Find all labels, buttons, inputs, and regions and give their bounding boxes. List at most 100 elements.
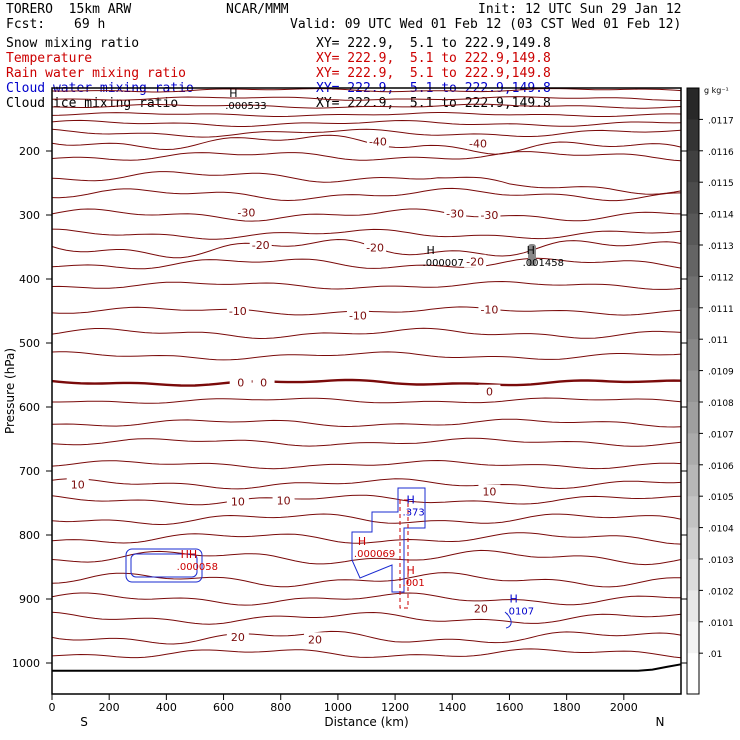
snow-contour xyxy=(528,244,536,266)
colorbar-label: .0103 xyxy=(708,556,734,566)
colorbar-swatch xyxy=(687,339,699,372)
isotherm-label: 20 xyxy=(308,633,322,646)
colorbar-label: .0114 xyxy=(708,211,734,221)
colorbar-label: .01 xyxy=(708,650,722,660)
x-tick-label: 1400 xyxy=(438,701,466,714)
extremum-value: .373 xyxy=(403,507,425,518)
cloud-water-contour xyxy=(504,611,512,629)
isotherm-line xyxy=(51,418,682,428)
colorbar-swatch xyxy=(687,527,699,560)
x-tick-label: 0 xyxy=(49,701,56,714)
colorbar-swatch xyxy=(687,496,699,529)
isotherm-label: -30 xyxy=(237,206,255,219)
colorbar-label: .0102 xyxy=(708,587,734,597)
x-tick-label: 600 xyxy=(213,701,234,714)
terrain-line xyxy=(52,663,682,672)
extremum-value: .000533 xyxy=(225,101,266,112)
y-tick-label: 300 xyxy=(19,209,40,222)
colorbar-label: .0113 xyxy=(708,242,734,252)
isotherm-line xyxy=(51,459,682,470)
isotherm-line xyxy=(51,494,682,506)
field-xy-rain: XY= 222.9, 5.1 to 222.9,149.8 xyxy=(316,66,551,81)
isotherm-line xyxy=(51,280,682,290)
extremum-value: .0107 xyxy=(505,607,534,618)
field-name-rain: Rain water mixing ratio xyxy=(6,66,187,81)
fcst-label: Fcst: xyxy=(6,17,46,32)
isotherm-label-bg xyxy=(366,134,389,148)
isotherm-label: 20 xyxy=(231,631,245,644)
extremum-marker: H xyxy=(407,493,415,506)
isotherm-line xyxy=(51,513,682,526)
colorbar-swatch xyxy=(687,401,699,434)
extremum-marker: H xyxy=(229,87,237,100)
colorbar-label: .0106 xyxy=(708,462,734,472)
y-tick-label: 900 xyxy=(19,593,40,606)
x-end-label-north: N xyxy=(656,715,665,729)
isotherm-line xyxy=(51,128,682,138)
isotherm-line xyxy=(51,171,682,195)
x-tick-label: 1600 xyxy=(495,701,523,714)
isotherm-label: -10 xyxy=(480,304,498,317)
x-axis-label: Distance (km) xyxy=(324,715,408,729)
colorbar-label: .0116 xyxy=(708,148,734,158)
colorbar-swatch xyxy=(687,150,699,183)
rain-water-contour xyxy=(399,499,409,609)
isotherm-line xyxy=(51,119,682,127)
y-axis-label: Pressure (hPa) xyxy=(3,348,17,434)
colorbar-swatch xyxy=(687,464,699,497)
colorbar-label: .0117 xyxy=(708,116,734,126)
isotherm-label: -20 xyxy=(252,239,270,252)
colorbar-label: .0115 xyxy=(708,179,734,189)
isotherm-line xyxy=(51,478,682,490)
isotherm-label: -20 xyxy=(466,256,484,269)
isotherm-label-bg xyxy=(464,254,487,268)
producer-label: NCAR/MMM xyxy=(226,2,289,17)
cloud-water-contour xyxy=(351,487,426,593)
colorbar-label: .0107 xyxy=(708,430,734,440)
isotherm-label: -30 xyxy=(480,209,498,222)
isotherm-line xyxy=(51,87,682,93)
isotherm-label: 10 xyxy=(482,485,496,498)
colorbar-swatch xyxy=(687,621,699,654)
isotherm-line xyxy=(51,572,682,588)
x-tick-label: 800 xyxy=(270,701,291,714)
isotherm-line xyxy=(51,208,682,222)
isotherm-label-bg xyxy=(478,484,501,498)
colorbar-swatch xyxy=(687,119,699,152)
isotherm-label: -30 xyxy=(446,208,464,221)
isotherm-line xyxy=(51,228,682,240)
field-name-snow: Snow mixing ratio xyxy=(6,36,140,51)
colorbar-swatch xyxy=(687,558,699,591)
colorbar-swatch xyxy=(687,590,699,623)
x-tick-label: 400 xyxy=(156,701,177,714)
x-tick-label: 1800 xyxy=(553,701,581,714)
colorbar-label: .0108 xyxy=(708,399,734,409)
isotherm-label: 20 xyxy=(474,603,488,616)
colorbar-swatch xyxy=(687,88,699,120)
colorbar-swatch xyxy=(687,653,699,686)
isotherm-line xyxy=(51,112,682,117)
colorbar-swatch xyxy=(687,276,699,309)
x-end-label-south: S xyxy=(80,715,88,729)
isotherm-label: 10 xyxy=(277,494,291,507)
colorbar-swatch xyxy=(687,433,699,466)
y-tick-label: 700 xyxy=(19,465,40,478)
isotherm-line xyxy=(51,151,682,162)
extremum-marker: H xyxy=(407,564,415,577)
isotherm-line xyxy=(51,437,682,447)
isotherm-line xyxy=(52,397,682,404)
extremum-marker: HH xyxy=(181,548,198,561)
field-name-temperature: Temperature xyxy=(6,51,93,66)
isotherm-line xyxy=(51,351,682,361)
isotherm-line xyxy=(51,648,682,659)
isotherm-label-bg xyxy=(478,384,501,398)
extremum-value: .000069 xyxy=(354,549,395,560)
isotherm-label-bg xyxy=(249,238,272,252)
isotherm-label-bg xyxy=(469,601,492,615)
colorbar-unit: g kg⁻¹ xyxy=(704,86,729,95)
contour-layer: -40 -40 -30 -30 -30 -20 -20 -20 -10 -10 -10 0 0 0 10 10… xyxy=(51,87,682,672)
y-tick-label: 400 xyxy=(19,273,40,286)
isotherm-label-bg xyxy=(252,375,275,389)
